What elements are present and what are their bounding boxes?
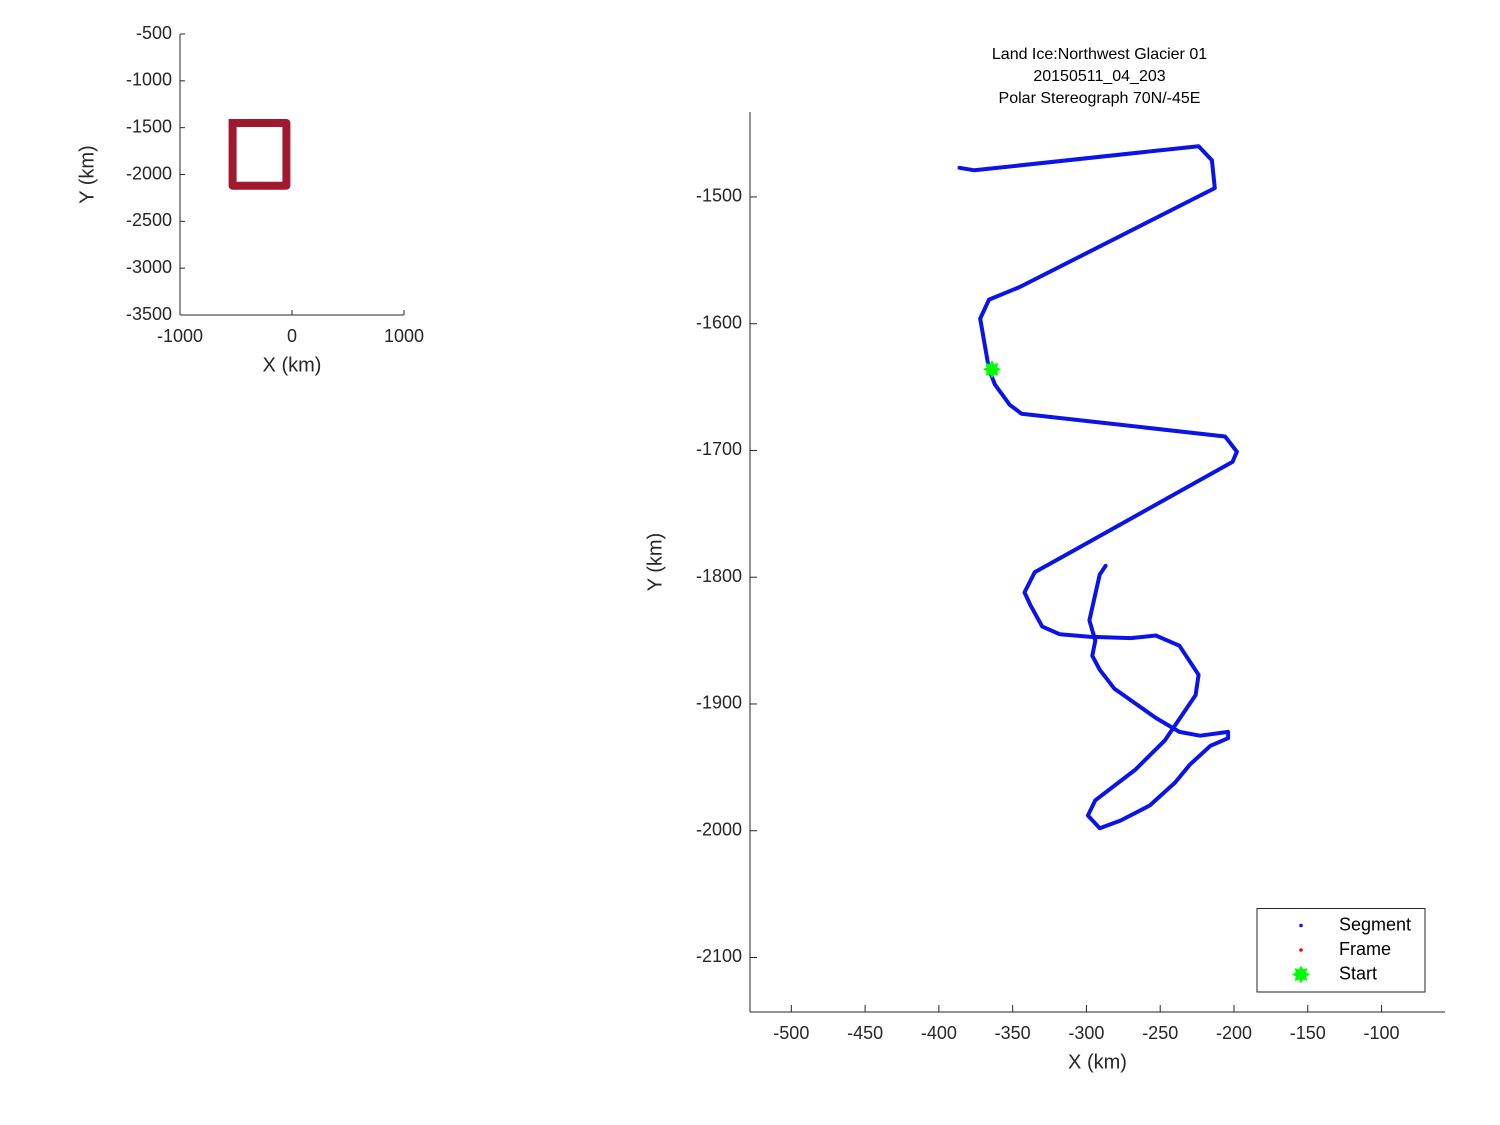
x-tick-label: -450 bbox=[847, 1023, 883, 1043]
y-tick-label: -2500 bbox=[126, 210, 172, 230]
legend-label: Start bbox=[1339, 963, 1377, 983]
y-tick-label: -500 bbox=[136, 23, 172, 43]
y-tick-label: -1500 bbox=[126, 116, 172, 136]
legend-marker bbox=[1291, 965, 1311, 984]
x-tick-label: 0 bbox=[287, 326, 297, 346]
x-tick-label: -500 bbox=[773, 1023, 809, 1043]
chart-title: Polar Stereograph 70N/-45E bbox=[999, 90, 1201, 107]
y-tick-label: -1900 bbox=[696, 693, 742, 713]
legend: Segment Frame Start bbox=[1256, 908, 1426, 993]
track-line bbox=[957, 144, 1239, 831]
chart-title: Land Ice:Northwest Glacier 01 bbox=[992, 46, 1207, 63]
x-tick-label: 1000 bbox=[384, 326, 424, 346]
axes: -1000 0 1000 -3500 -3000 -2500 -2000 -1500 -1000… bbox=[76, 23, 424, 377]
x-tick-label: -300 bbox=[1068, 1023, 1104, 1043]
y-tick-label: -1500 bbox=[696, 186, 742, 206]
x-tick-label: -350 bbox=[995, 1023, 1031, 1043]
y-tick-label: -1000 bbox=[126, 70, 172, 90]
axes: -500 -450 -400 -350 -300 -250 -200 -150 -100 -210… bbox=[644, 46, 1445, 1073]
y-tick-label: -1600 bbox=[696, 312, 742, 332]
legend-label: Segment bbox=[1339, 914, 1411, 934]
y-tick-label: -2000 bbox=[126, 163, 172, 183]
track-line bbox=[228, 119, 291, 190]
y-tick-label: -2000 bbox=[696, 819, 742, 839]
x-tick-label: -200 bbox=[1216, 1023, 1252, 1043]
x-tick-label: -400 bbox=[921, 1023, 957, 1043]
y-axis-label: Y (km) bbox=[644, 533, 666, 592]
chart-title: 20150511_04_203 bbox=[1033, 68, 1165, 85]
x-tick-label: -1000 bbox=[157, 326, 203, 346]
x-tick-label: -100 bbox=[1364, 1023, 1400, 1043]
y-tick-label: -3000 bbox=[126, 257, 172, 277]
legend-label: Frame bbox=[1339, 939, 1391, 959]
legend-marker bbox=[1299, 948, 1303, 952]
start-marker bbox=[982, 360, 1002, 379]
x-tick-label: -250 bbox=[1142, 1023, 1178, 1043]
y-tick-label: -2100 bbox=[696, 946, 742, 966]
x-tick-label: -150 bbox=[1290, 1023, 1326, 1043]
y-tick-label: -1800 bbox=[696, 566, 742, 586]
y-tick-label: -3500 bbox=[126, 304, 172, 324]
y-axis-label: Y (km) bbox=[76, 145, 98, 204]
x-axis-label: X (km) bbox=[1068, 1051, 1127, 1073]
x-axis-label: X (km) bbox=[263, 354, 322, 376]
legend-marker bbox=[1299, 923, 1303, 928]
y-tick-label: -1700 bbox=[696, 439, 742, 459]
legend-box bbox=[1256, 908, 1426, 993]
